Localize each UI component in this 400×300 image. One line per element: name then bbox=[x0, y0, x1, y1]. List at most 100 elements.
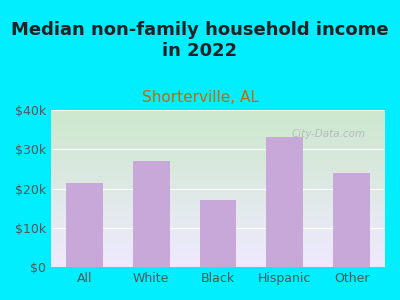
Bar bbox=[51, 148, 385, 149]
Bar bbox=[51, 220, 385, 222]
Bar bbox=[51, 121, 385, 123]
Bar bbox=[51, 264, 385, 266]
Bar bbox=[51, 179, 385, 181]
Bar bbox=[51, 214, 385, 215]
Bar bbox=[51, 157, 385, 159]
Bar bbox=[51, 226, 385, 228]
Bar bbox=[51, 134, 385, 135]
Bar bbox=[51, 223, 385, 225]
Bar bbox=[51, 212, 385, 214]
Bar bbox=[51, 239, 385, 240]
Bar bbox=[51, 165, 385, 166]
Bar bbox=[51, 135, 385, 137]
Bar bbox=[51, 154, 385, 156]
Bar bbox=[51, 115, 385, 116]
Bar bbox=[51, 145, 385, 146]
Bar bbox=[51, 170, 385, 171]
Bar bbox=[51, 232, 385, 234]
Bar bbox=[51, 171, 385, 173]
Text: City-Data.com: City-Data.com bbox=[292, 129, 366, 139]
Bar bbox=[51, 119, 385, 121]
Bar bbox=[51, 204, 385, 206]
Bar bbox=[51, 189, 385, 190]
Bar bbox=[51, 129, 385, 130]
Bar bbox=[51, 253, 385, 255]
Bar bbox=[51, 116, 385, 118]
Bar bbox=[51, 167, 385, 168]
Bar bbox=[51, 244, 385, 245]
Bar bbox=[51, 218, 385, 220]
Bar bbox=[51, 113, 385, 115]
Bar bbox=[51, 174, 385, 176]
Bar bbox=[51, 110, 385, 112]
Bar bbox=[51, 261, 385, 262]
Bar bbox=[51, 255, 385, 256]
Bar bbox=[51, 248, 385, 250]
Bar bbox=[333, 173, 370, 267]
Bar bbox=[51, 184, 385, 185]
Bar bbox=[51, 185, 385, 187]
Bar bbox=[66, 183, 103, 267]
Bar bbox=[51, 203, 385, 204]
Bar bbox=[51, 250, 385, 251]
Bar bbox=[51, 236, 385, 237]
Bar bbox=[51, 192, 385, 193]
Bar bbox=[51, 222, 385, 223]
Bar bbox=[51, 231, 385, 232]
Bar bbox=[51, 132, 385, 134]
Bar bbox=[51, 228, 385, 230]
Bar bbox=[266, 137, 303, 267]
Bar bbox=[51, 217, 385, 218]
Bar bbox=[51, 176, 385, 178]
Bar bbox=[51, 149, 385, 151]
Bar bbox=[51, 140, 385, 141]
Bar bbox=[51, 234, 385, 236]
Bar bbox=[51, 198, 385, 200]
Bar bbox=[51, 215, 385, 217]
Bar bbox=[51, 247, 385, 248]
Bar bbox=[51, 124, 385, 126]
Bar bbox=[51, 181, 385, 182]
Bar bbox=[51, 209, 385, 211]
Bar bbox=[51, 138, 385, 140]
Bar bbox=[51, 168, 385, 170]
Bar bbox=[51, 173, 385, 174]
Bar bbox=[51, 190, 385, 192]
Bar bbox=[51, 123, 385, 124]
Bar bbox=[51, 137, 385, 138]
Bar bbox=[51, 164, 385, 165]
Bar bbox=[51, 143, 385, 145]
Bar bbox=[51, 152, 385, 154]
Bar bbox=[51, 225, 385, 226]
Bar bbox=[51, 127, 385, 129]
Bar bbox=[51, 118, 385, 119]
Bar bbox=[51, 251, 385, 253]
Bar bbox=[51, 242, 385, 244]
Bar bbox=[51, 196, 385, 198]
Bar bbox=[51, 151, 385, 152]
Bar bbox=[51, 156, 385, 157]
Bar bbox=[51, 193, 385, 195]
Text: Median non-family household income
in 2022: Median non-family household income in 20… bbox=[11, 21, 389, 60]
Bar bbox=[51, 230, 385, 231]
Bar bbox=[51, 182, 385, 184]
Bar bbox=[51, 240, 385, 242]
Bar bbox=[51, 126, 385, 127]
Bar bbox=[51, 256, 385, 258]
Bar bbox=[51, 112, 385, 113]
Bar bbox=[51, 187, 385, 189]
Bar bbox=[51, 207, 385, 209]
Bar bbox=[51, 259, 385, 261]
Text: Shorterville, AL: Shorterville, AL bbox=[142, 90, 258, 105]
Bar bbox=[51, 178, 385, 179]
Bar bbox=[133, 161, 170, 267]
Bar bbox=[51, 266, 385, 267]
Bar bbox=[51, 160, 385, 162]
Bar bbox=[51, 245, 385, 247]
Bar bbox=[51, 258, 385, 259]
Bar bbox=[51, 211, 385, 212]
Bar bbox=[51, 141, 385, 143]
Bar bbox=[51, 195, 385, 196]
Bar bbox=[51, 162, 385, 164]
Bar bbox=[51, 201, 385, 203]
